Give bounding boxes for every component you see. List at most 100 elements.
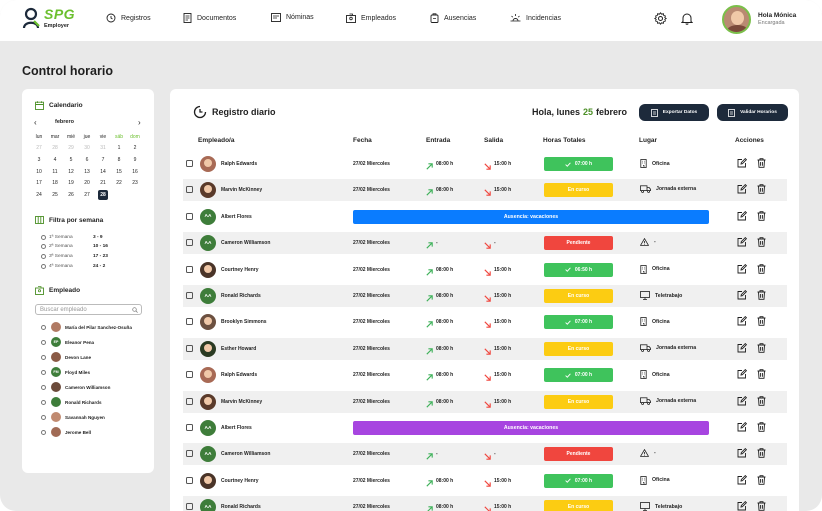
- calendar-day[interactable]: 9: [133, 156, 137, 163]
- calendar-day[interactable]: 27: [36, 145, 42, 152]
- calendar-day[interactable]: 13: [84, 168, 90, 175]
- delete-trash-icon[interactable]: [757, 237, 766, 247]
- export-data-button[interactable]: Exportar Datos: [639, 104, 709, 121]
- radio-button[interactable]: [41, 234, 46, 240]
- employee-option[interactable]: Cameron Williamson: [41, 381, 110, 393]
- row-checkbox[interactable]: [186, 292, 193, 299]
- col-date[interactable]: Fecha: [353, 137, 372, 144]
- nav-empleados[interactable]: Empleados: [346, 13, 396, 23]
- calendar-prev-button[interactable]: ‹: [34, 118, 37, 127]
- calendar-day[interactable]: 14: [100, 168, 106, 175]
- settings-gear-icon[interactable]: [654, 12, 667, 25]
- edit-icon[interactable]: [737, 422, 747, 432]
- calendar-day[interactable]: 26: [68, 191, 74, 198]
- nav-nominas[interactable]: Nóminas: [271, 13, 314, 22]
- edit-icon[interactable]: [737, 501, 747, 511]
- row-checkbox[interactable]: [186, 476, 193, 484]
- calendar-day[interactable]: 7: [101, 156, 105, 163]
- table-row[interactable]: Brooklyn Simmons 27/02 Miercoles 08:00 h 15…: [183, 311, 787, 333]
- employee-option[interactable]: Devon Lane: [41, 351, 91, 363]
- radio-button[interactable]: [41, 354, 46, 360]
- user-menu[interactable]: Hola Mónica Encargada: [722, 5, 796, 34]
- radio-button[interactable]: [41, 414, 46, 420]
- row-checkbox[interactable]: [186, 160, 193, 167]
- col-entry[interactable]: Entrada: [426, 137, 451, 144]
- nav-documentos[interactable]: Documentos: [183, 13, 236, 23]
- calendar-day[interactable]: 1: [117, 145, 121, 152]
- calendar-day[interactable]: 3: [37, 156, 41, 163]
- table-row[interactable]: Courtney Henry 27/02 Miercoles 08:00 h 15:0…: [183, 259, 787, 281]
- employee-option[interactable]: Ronald Richards: [41, 396, 102, 408]
- radio-button[interactable]: [41, 254, 46, 260]
- table-row[interactable]: AA Ronald Richards 27/02 Miercoles 08:00 h 1…: [183, 285, 787, 307]
- table-row[interactable]: Courtney Henry 27/02 Miercoles 08:00 h 15:0…: [183, 470, 787, 492]
- calendar-day[interactable]: 12: [68, 168, 74, 175]
- table-row[interactable]: Marvin McKinney 27/02 Miercoles 08:00 h 15:…: [183, 179, 787, 202]
- calendar-day[interactable]: 25: [52, 191, 58, 198]
- radio-button[interactable]: [41, 263, 46, 269]
- edit-icon[interactable]: [737, 395, 747, 406]
- week-option[interactable]: 4ª Semana 24 - 2: [41, 262, 105, 270]
- nav-registros[interactable]: Registros: [106, 13, 151, 23]
- calendar-day[interactable]: 4: [53, 156, 57, 163]
- edit-icon[interactable]: [737, 210, 747, 221]
- delete-trash-icon[interactable]: [757, 316, 766, 327]
- employee-option[interactable]: María del Pilar Sanchez-Osuña: [41, 321, 132, 333]
- calendar-day[interactable]: 10: [36, 168, 42, 175]
- table-row[interactable]: Ralph Edwards 27/02 Miercoles 08:00 h 15:00…: [183, 364, 787, 386]
- table-row[interactable]: AA Albert Flores Ausencia: vacaciones: [183, 417, 787, 439]
- radio-button[interactable]: [41, 369, 46, 375]
- edit-icon[interactable]: [737, 184, 747, 194]
- delete-trash-icon[interactable]: [757, 422, 766, 432]
- brand-logo[interactable]: SPG Employer: [22, 7, 75, 30]
- validate-hours-button[interactable]: Validar Horarios: [717, 104, 788, 121]
- row-checkbox[interactable]: [186, 265, 193, 273]
- edit-icon[interactable]: [737, 290, 747, 300]
- delete-trash-icon[interactable]: [757, 501, 766, 511]
- row-checkbox[interactable]: [186, 424, 193, 431]
- table-row[interactable]: AA Cameron Williamson 27/02 Miercoles - - Pen…: [183, 232, 787, 255]
- radio-button[interactable]: [41, 244, 46, 250]
- delete-trash-icon[interactable]: [757, 290, 766, 300]
- calendar-next-button[interactable]: ›: [138, 118, 141, 127]
- edit-icon[interactable]: [737, 237, 747, 247]
- row-checkbox[interactable]: [186, 186, 193, 194]
- delete-trash-icon[interactable]: [757, 475, 766, 485]
- edit-icon[interactable]: [737, 316, 747, 326]
- table-row[interactable]: AA Cameron Williamson 27/02 Miercoles - - Pen…: [183, 443, 787, 466]
- delete-trash-icon[interactable]: [757, 184, 766, 195]
- edit-icon[interactable]: [737, 474, 747, 485]
- employee-search-input[interactable]: Buscar empleado: [35, 304, 142, 315]
- radio-button[interactable]: [41, 384, 46, 390]
- calendar-day[interactable]: 20: [84, 180, 90, 187]
- calendar-day[interactable]: 23: [132, 180, 138, 187]
- calendar-day[interactable]: 27: [84, 191, 90, 198]
- employee-option[interactable]: Jerome Bell: [41, 426, 91, 438]
- delete-trash-icon[interactable]: [757, 158, 766, 168]
- calendar-day[interactable]: 29: [68, 145, 74, 152]
- calendar-day[interactable]: 2: [133, 145, 137, 152]
- col-total-hours[interactable]: Horas Totales: [543, 137, 586, 144]
- calendar-day[interactable]: 18: [52, 180, 58, 187]
- week-option[interactable]: 2ª Semana 10 - 16: [41, 243, 108, 251]
- col-employee[interactable]: Empleado/a: [198, 137, 235, 144]
- calendar-day[interactable]: 31: [100, 145, 106, 152]
- row-checkbox[interactable]: [186, 239, 193, 247]
- calendar-day[interactable]: 24: [36, 191, 42, 198]
- calendar-day[interactable]: 30: [84, 145, 90, 152]
- radio-button[interactable]: [41, 399, 46, 405]
- calendar-day[interactable]: 28: [52, 145, 58, 152]
- table-row[interactable]: Ralph Edwards 27/02 Miercoles 08:00 h 15:00…: [183, 153, 787, 175]
- calendar-day[interactable]: 22: [116, 180, 122, 187]
- nav-ausencias[interactable]: Ausencias: [430, 13, 476, 23]
- delete-trash-icon[interactable]: [757, 369, 766, 379]
- calendar-day[interactable]: 8: [117, 156, 121, 163]
- calendar-day[interactable]: 11: [52, 168, 58, 175]
- week-option[interactable]: 1ª Semana 3 - 9: [41, 233, 103, 241]
- notifications-bell-icon[interactable]: [681, 12, 693, 25]
- radio-button[interactable]: [41, 429, 46, 435]
- col-place[interactable]: Lugar: [639, 137, 658, 144]
- nav-incidencias[interactable]: Incidencias: [510, 13, 561, 23]
- employee-option[interactable]: Savannah Nguyen: [41, 411, 105, 423]
- employee-option[interactable]: FM Floyd Miles: [41, 366, 90, 378]
